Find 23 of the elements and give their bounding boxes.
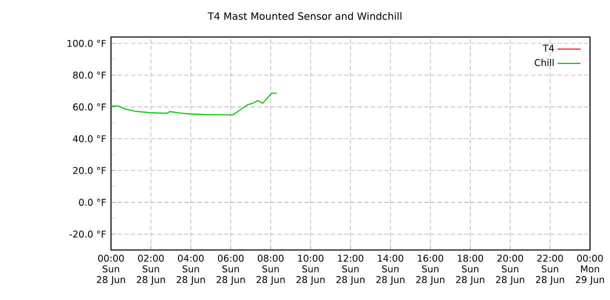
x-tick-label: 06:00 Sun 28 Jun [216,254,245,285]
chart-title: T4 Mast Mounted Sensor and Windchill [208,12,402,20]
y-tick-label: 20.0 °F [73,167,106,174]
x-tick-label: 22:00 Sun 28 Jun [536,254,564,285]
x-tick-label: 08:00 Sun 28 Jun [256,254,285,285]
x-tick-label: 16:00 Sun 28 Jun [416,254,444,285]
y-tick-label: 100.0 °F [68,40,106,47]
x-tick-label: 14:00 Sun 28 Jun [376,254,404,285]
x-tick-label: 18:00 Sun 28 Jun [456,254,484,285]
x-tick-label: 12:00 Sun 28 Jun [336,254,364,285]
y-tick-label: 60.0 °F [73,103,106,110]
y-tick-label: 40.0 °F [72,135,106,142]
x-tick-label: 00:00 Mon 29 Jun [576,254,604,285]
y-tick-label: 0.0 °F [79,198,106,206]
x-tick-label: 04:00 Sun 28 Jun [176,254,205,285]
y-tick-label: -20.0 °F [70,230,106,238]
x-tick-label: 00:00 Sun 28 Jun [96,254,125,285]
x-tick-label: 10:00 Sun 28 Jun [296,254,325,285]
legend-label: T4 [542,44,554,52]
x-tick-label: 02:00 Sun 28 Jun [136,254,165,285]
y-tick-label: 80.0 °F [73,72,106,79]
x-tick-label: 20:00 Sun 28 Jun [496,254,524,285]
legend-label: Chill [534,58,554,66]
